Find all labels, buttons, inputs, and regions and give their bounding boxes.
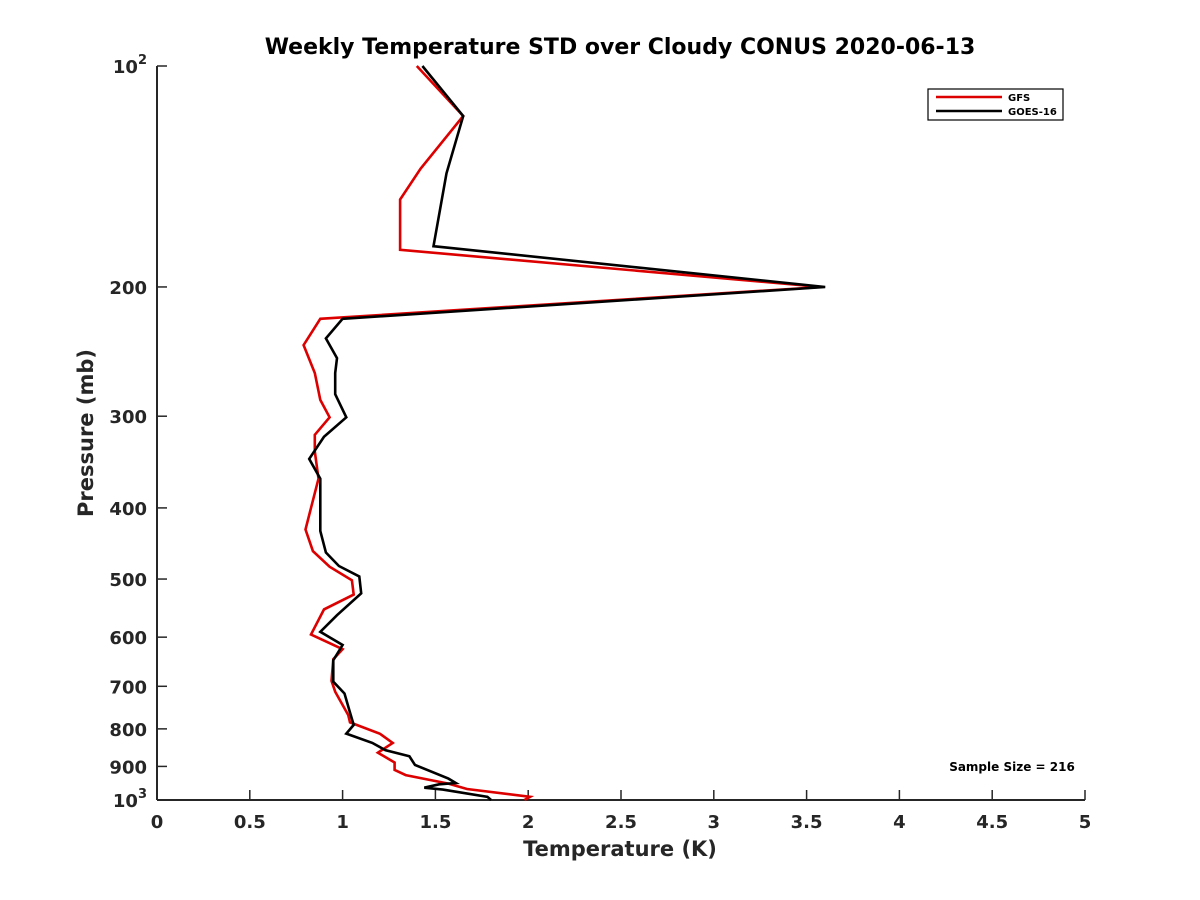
x-tick-label: 4 <box>893 812 906 833</box>
y-tick-label: 900 <box>109 757 147 778</box>
series-line-gfs <box>302 65 822 802</box>
y-axis-label: Pressure (mb) <box>74 349 98 517</box>
legend-label-goes16: GOES-16 <box>1008 107 1057 118</box>
x-tick-label: 0.5 <box>234 812 266 833</box>
x-tick-label: 4.5 <box>976 812 1008 833</box>
legend-label-gfs: GFS <box>1008 93 1030 104</box>
x-tick-label: 2 <box>522 812 535 833</box>
x-tick-label: 3.5 <box>791 812 823 833</box>
x-ticks: 0 0.5 1 1.5 2 2.5 3 3.5 4 4.5 5 <box>151 790 1092 833</box>
y-tick-label: 600 <box>109 628 147 649</box>
sample-size-annotation: Sample Size = 216 <box>949 760 1075 774</box>
x-tick-label: 3 <box>708 812 721 833</box>
y-ticks: 102 200 300 400 500 600 700 800 900 103 <box>109 53 167 812</box>
chart-title: Weekly Temperature STD over Cloudy CONUS… <box>265 35 976 60</box>
y-tick-label: 200 <box>109 278 147 299</box>
series-layer <box>302 65 826 802</box>
legend: GFS GOES-16 <box>927 88 1064 121</box>
y-tick-label: 500 <box>109 570 147 591</box>
x-axis-label: Temperature (K) <box>523 837 717 861</box>
y-tick-label: 300 <box>109 407 147 428</box>
y-tick-label: 102 <box>113 53 147 78</box>
y-tick-label: 800 <box>109 720 147 741</box>
x-tick-label: 0 <box>151 812 164 833</box>
y-tick-label: 700 <box>109 677 147 698</box>
series-line-goes-16 <box>307 65 826 801</box>
y-tick-label: 400 <box>109 499 147 520</box>
x-tick-label: 2.5 <box>605 812 637 833</box>
x-tick-label: 1.5 <box>419 812 451 833</box>
x-tick-label: 1 <box>336 812 349 833</box>
x-tick-label: 5 <box>1079 812 1092 833</box>
legend-box <box>927 88 1064 121</box>
y-tick-label: 103 <box>113 787 147 812</box>
